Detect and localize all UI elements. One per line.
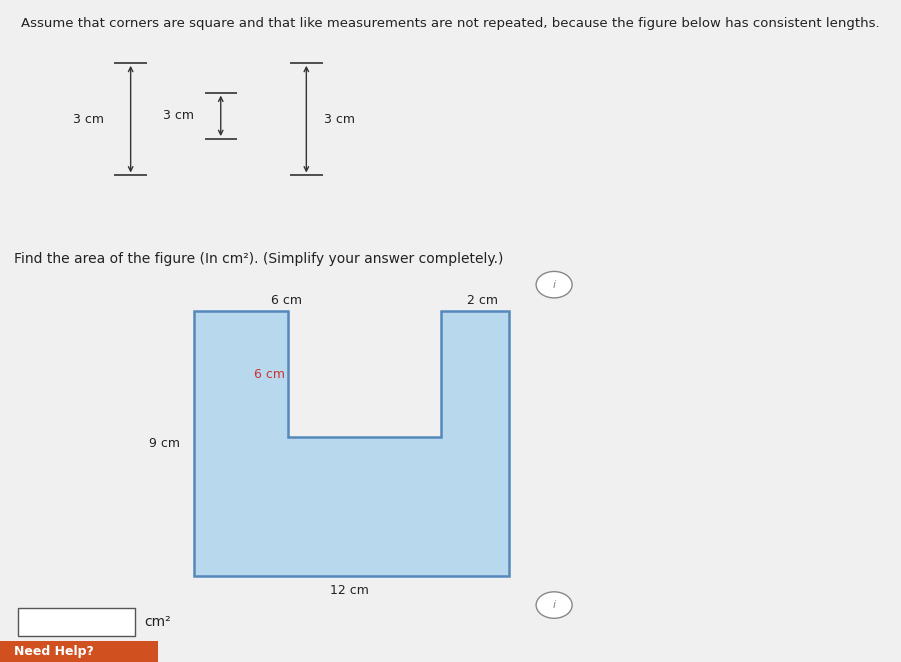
Text: cm²: cm² bbox=[144, 614, 171, 629]
Text: 6 cm: 6 cm bbox=[254, 367, 285, 381]
Text: 2 cm: 2 cm bbox=[467, 293, 497, 307]
Text: i: i bbox=[552, 600, 556, 610]
Text: Need Help?: Need Help? bbox=[14, 645, 94, 658]
Text: Find the area of the figure (In cm²). (Simplify your answer completely.): Find the area of the figure (In cm²). (S… bbox=[14, 252, 503, 265]
Text: Assume that corners are square and that like measurements are not repeated, beca: Assume that corners are square and that … bbox=[22, 17, 879, 30]
Text: 9 cm: 9 cm bbox=[150, 437, 180, 450]
Text: 3 cm: 3 cm bbox=[73, 113, 104, 126]
Circle shape bbox=[536, 592, 572, 618]
Circle shape bbox=[536, 271, 572, 298]
Text: 12 cm: 12 cm bbox=[330, 584, 369, 597]
FancyBboxPatch shape bbox=[18, 608, 135, 636]
Text: i: i bbox=[552, 279, 556, 290]
FancyBboxPatch shape bbox=[0, 641, 158, 662]
Text: 3 cm: 3 cm bbox=[324, 113, 355, 126]
Text: 6 cm: 6 cm bbox=[271, 293, 302, 307]
Polygon shape bbox=[194, 311, 509, 576]
Text: 3 cm: 3 cm bbox=[163, 109, 194, 122]
